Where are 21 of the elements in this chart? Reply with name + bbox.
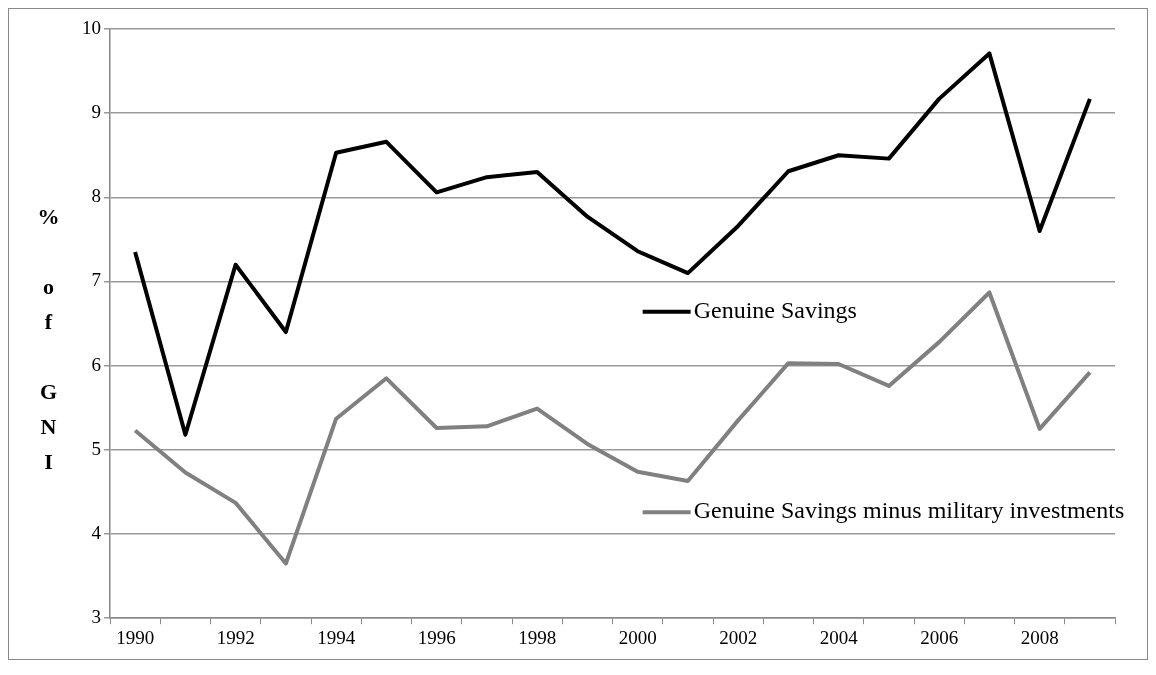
x-tick-label: 2006	[920, 626, 959, 648]
legend-label: Genuine Savings	[693, 297, 857, 324]
x-tick-label: 1996	[417, 626, 456, 648]
y-tick-label: 10	[82, 16, 101, 38]
x-tick-label: 1994	[317, 626, 356, 648]
x-tick-label: 1990	[116, 626, 155, 648]
x-tick-label: 2004	[819, 626, 859, 648]
y-tick-label: 9	[91, 101, 101, 123]
y-tick-label: 8	[91, 185, 101, 207]
x-tick-label: 2000	[618, 626, 657, 648]
y-tick-label: 4	[91, 522, 102, 544]
x-tick-label: 2008	[1020, 626, 1059, 648]
x-tick-label: 1992	[216, 626, 255, 648]
legend-label: Genuine Savings minus military investments	[693, 497, 1125, 524]
y-tick-label: 6	[91, 353, 101, 375]
y-tick-label: 5	[91, 437, 101, 459]
y-axis-title: % of GNI	[36, 204, 61, 484]
y-tick-label: 7	[91, 269, 101, 291]
x-tick-label: 2002	[719, 626, 758, 648]
y-tick-label: 3	[91, 606, 101, 628]
x-tick-label: 1998	[518, 626, 557, 648]
